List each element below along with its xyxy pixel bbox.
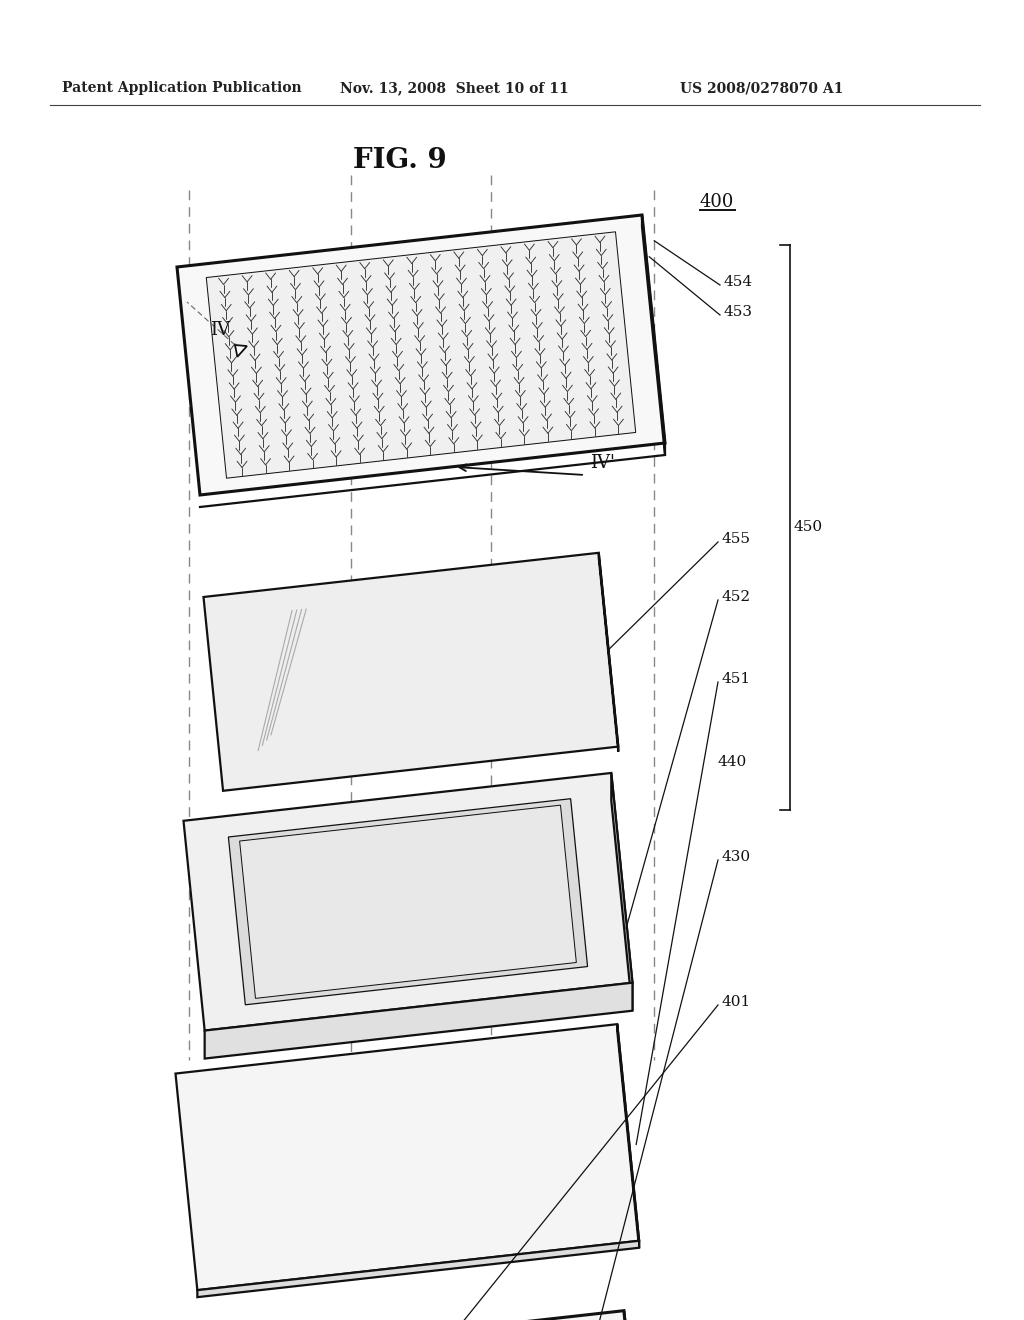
Text: 430: 430 — [721, 850, 751, 865]
Polygon shape — [206, 232, 636, 478]
Polygon shape — [183, 774, 633, 1031]
Text: 450: 450 — [794, 520, 823, 535]
Polygon shape — [624, 1311, 646, 1320]
Text: US 2008/0278070 A1: US 2008/0278070 A1 — [680, 81, 844, 95]
Polygon shape — [205, 982, 633, 1059]
Polygon shape — [240, 805, 577, 998]
Polygon shape — [599, 553, 618, 751]
Polygon shape — [204, 553, 618, 791]
Text: 453: 453 — [723, 305, 752, 319]
Polygon shape — [175, 1024, 639, 1290]
Text: IV': IV' — [590, 454, 614, 473]
Text: 455: 455 — [721, 532, 750, 546]
Polygon shape — [177, 215, 665, 495]
Polygon shape — [234, 345, 247, 356]
Text: 452: 452 — [721, 590, 751, 605]
Text: 400: 400 — [700, 193, 734, 211]
Text: 454: 454 — [723, 275, 752, 289]
Text: 440: 440 — [718, 755, 748, 770]
Polygon shape — [642, 215, 665, 455]
Polygon shape — [228, 799, 588, 1005]
Text: 451: 451 — [721, 672, 751, 686]
Polygon shape — [617, 1024, 639, 1247]
Text: IV: IV — [210, 321, 230, 339]
Text: Nov. 13, 2008  Sheet 10 of 11: Nov. 13, 2008 Sheet 10 of 11 — [340, 81, 568, 95]
Polygon shape — [611, 774, 633, 1011]
Text: FIG. 9: FIG. 9 — [353, 147, 446, 173]
Polygon shape — [164, 1311, 646, 1320]
Text: 401: 401 — [721, 995, 751, 1008]
Text: Patent Application Publication: Patent Application Publication — [62, 81, 302, 95]
Polygon shape — [198, 1241, 639, 1298]
